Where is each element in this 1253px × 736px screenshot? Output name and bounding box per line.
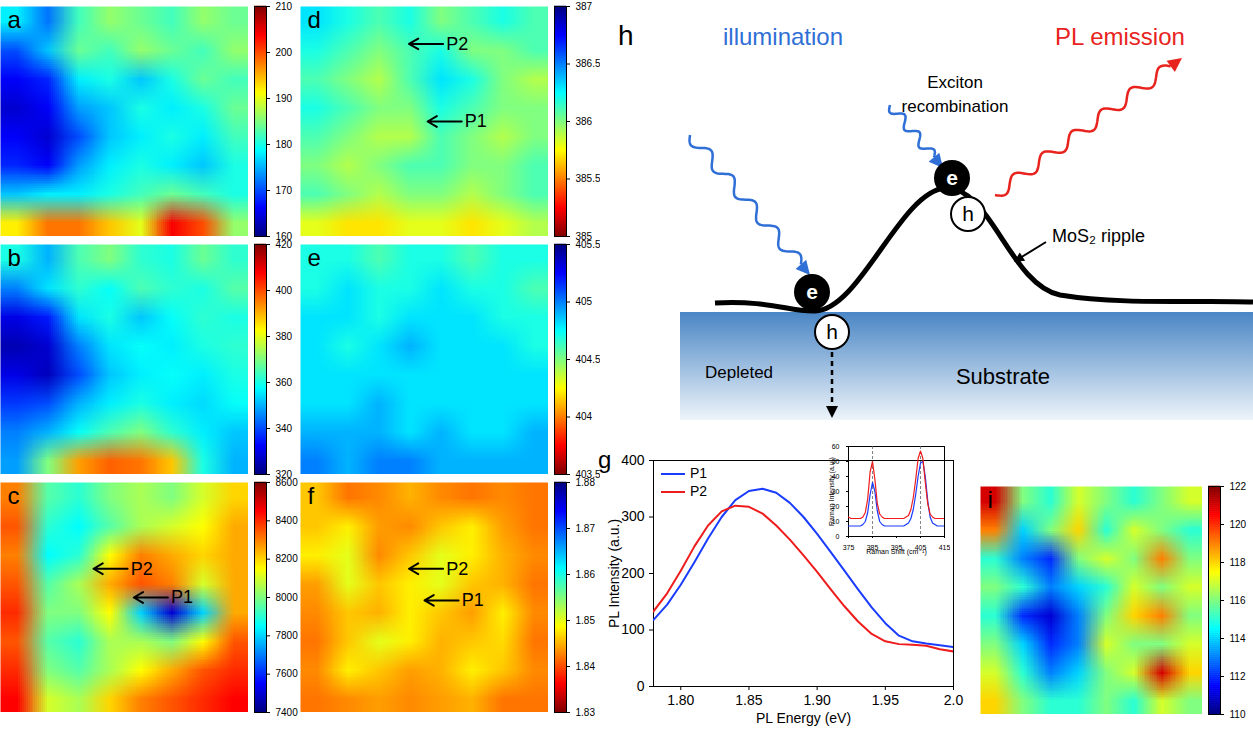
svg-text:e: e	[806, 280, 818, 303]
svg-text:190: 190	[276, 93, 293, 104]
svg-text:400: 400	[276, 285, 293, 296]
svg-text:8600: 8600	[276, 477, 299, 488]
html-text:P1: P1	[690, 465, 708, 481]
svg-text:420: 420	[276, 239, 293, 250]
svg-text:Substrate: Substrate	[956, 364, 1050, 389]
svg-text:405.5: 405.5	[576, 239, 601, 250]
html-text:P2: P2	[690, 483, 708, 499]
svg-text:MoS₂ ripple: MoS₂ ripple	[1052, 226, 1145, 246]
svg-text:387: 387	[576, 1, 593, 12]
svg-text:170: 170	[276, 185, 293, 196]
svg-text:114: 114	[1230, 633, 1246, 644]
svg-text:0: 0	[637, 678, 645, 694]
svg-text:PL Intensity (a.u.): PL Intensity (a.u.)	[606, 519, 622, 628]
svg-text:200: 200	[276, 47, 293, 58]
svg-text:180: 180	[276, 139, 293, 150]
svg-text:e: e	[946, 166, 958, 189]
svg-text:200: 200	[621, 565, 645, 581]
svg-text:P2: P2	[131, 559, 153, 579]
svg-text:100: 100	[621, 621, 645, 637]
svg-text:PL emission: PL emission	[1055, 23, 1185, 50]
svg-text:1.87: 1.87	[576, 523, 596, 534]
svg-text:P2: P2	[446, 559, 468, 579]
svg-text:Depleted: Depleted	[705, 363, 773, 382]
svg-text:415: 415	[939, 544, 950, 551]
svg-text:d: d	[308, 6, 321, 33]
svg-text:405: 405	[576, 296, 593, 307]
svg-text:7600: 7600	[276, 668, 299, 679]
svg-text:110: 110	[1230, 709, 1246, 720]
svg-text:1.95: 1.95	[872, 692, 899, 708]
svg-text:404: 404	[576, 411, 593, 422]
svg-text:1.85: 1.85	[576, 615, 596, 626]
svg-text:400: 400	[621, 452, 645, 468]
svg-text:1.83: 1.83	[576, 707, 596, 718]
svg-text:b: b	[8, 244, 21, 271]
svg-text:120: 120	[1230, 519, 1247, 530]
svg-text:h: h	[962, 202, 974, 225]
svg-text:375: 375	[843, 544, 855, 551]
svg-text:112: 112	[1230, 671, 1246, 682]
svg-text:Exciton: Exciton	[927, 73, 983, 92]
svg-text:P2: P2	[446, 34, 468, 54]
svg-text:8200: 8200	[276, 553, 299, 564]
svg-text:recombination: recombination	[902, 97, 1009, 116]
svg-text:1.88: 1.88	[576, 477, 596, 488]
svg-text:P1: P1	[465, 111, 487, 131]
svg-text:h: h	[618, 20, 634, 51]
svg-text:320: 320	[275, 468, 293, 480]
svg-text:385: 385	[575, 230, 593, 242]
svg-text:122: 122	[1230, 481, 1247, 492]
svg-text:8000: 8000	[276, 592, 299, 603]
svg-text:210: 210	[276, 1, 293, 12]
svg-text:1.86: 1.86	[576, 569, 596, 580]
svg-text:50: 50	[831, 457, 840, 465]
svg-text:160: 160	[275, 230, 293, 242]
svg-text:385.5: 385.5	[576, 173, 601, 184]
svg-text:2.0: 2.0	[944, 692, 964, 708]
svg-text:116: 116	[1230, 595, 1246, 606]
svg-text:f: f	[308, 482, 315, 509]
svg-text:10: 10	[831, 517, 840, 525]
svg-text:i: i	[988, 486, 993, 513]
svg-text:PL Energy (eV): PL Energy (eV)	[756, 710, 851, 726]
svg-text:340: 340	[276, 423, 293, 434]
svg-text:P1: P1	[462, 590, 484, 610]
svg-text:386: 386	[576, 116, 593, 127]
svg-text:20: 20	[831, 502, 840, 510]
svg-text:118: 118	[1230, 557, 1246, 568]
svg-text:c: c	[8, 482, 20, 509]
svg-text:40: 40	[831, 472, 840, 480]
svg-text:1.90: 1.90	[804, 692, 831, 708]
svg-text:0: 0	[836, 533, 840, 540]
svg-text:386.5: 386.5	[576, 58, 601, 69]
svg-text:P1: P1	[171, 587, 193, 607]
svg-text:300: 300	[621, 508, 645, 524]
svg-text:a: a	[8, 6, 22, 33]
html-text:g: g	[598, 446, 612, 473]
svg-text:1.85: 1.85	[735, 692, 762, 708]
svg-text:Raman Shift (cm⁻¹): Raman Shift (cm⁻¹)	[866, 548, 926, 556]
svg-text:7800: 7800	[276, 630, 299, 641]
svg-text:8400: 8400	[276, 515, 299, 526]
svg-text:7400: 7400	[276, 707, 299, 718]
svg-text:60: 60	[832, 443, 840, 450]
svg-text:e: e	[308, 244, 321, 271]
svg-text:30: 30	[831, 487, 840, 495]
svg-text:1.84: 1.84	[576, 661, 596, 672]
svg-text:1.80: 1.80	[667, 692, 694, 708]
svg-text:403.5: 403.5	[575, 468, 601, 480]
svg-text:404.5: 404.5	[576, 354, 601, 365]
svg-text:380: 380	[276, 331, 293, 342]
svg-text:Raman Intensity (a.u.): Raman Intensity (a.u.)	[828, 457, 836, 526]
svg-text:illumination: illumination	[723, 23, 843, 50]
svg-text:360: 360	[276, 377, 293, 388]
svg-text:h: h	[826, 320, 838, 343]
